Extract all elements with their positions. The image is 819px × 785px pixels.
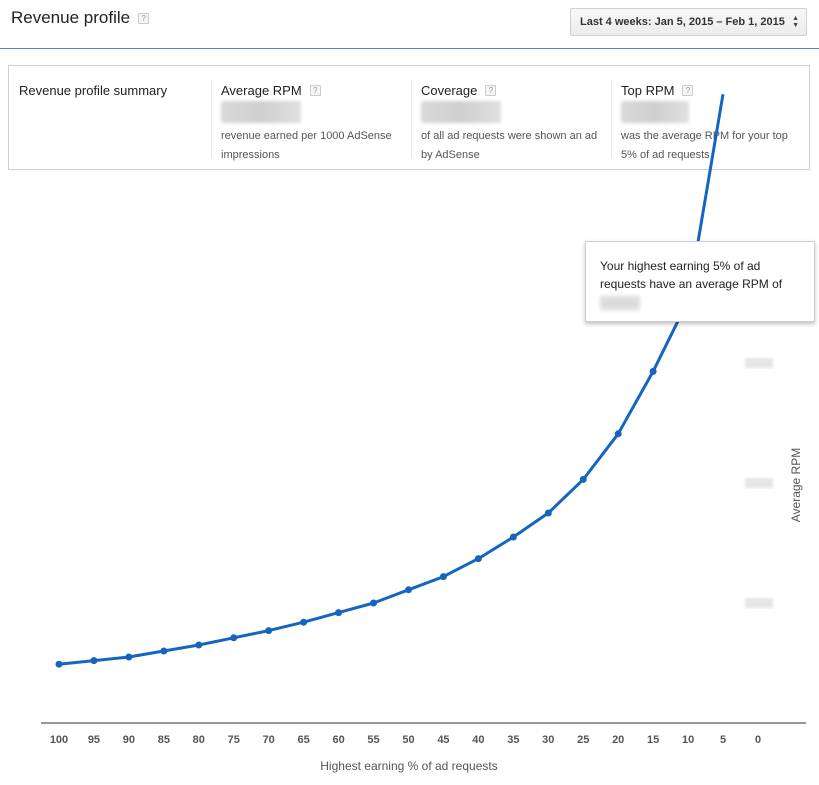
x-tick-label: 95 <box>88 734 100 746</box>
x-tick-label: 45 <box>437 734 449 746</box>
top-rpm-description: was the average RPM for your top 5% of a… <box>621 130 788 161</box>
x-tick-label: 20 <box>612 734 624 746</box>
data-point[interactable] <box>195 641 203 649</box>
series-line <box>58 93 725 666</box>
summary-label: Revenue profile summary <box>19 83 168 98</box>
summary-panel: Revenue profile summary Average RPM ? re… <box>8 65 810 170</box>
x-tick-label: 80 <box>193 734 205 746</box>
y-axis-ticks <box>745 358 773 608</box>
data-point[interactable] <box>265 627 273 635</box>
date-range-label: Last 4 weeks: Jan 5, 2015 – Feb 1, 2015 <box>580 16 785 28</box>
data-point[interactable] <box>405 586 412 594</box>
x-tick-label: 85 <box>158 734 170 746</box>
x-tick-label: 70 <box>263 734 275 746</box>
date-range-selector[interactable]: Last 4 weeks: Jan 5, 2015 – Feb 1, 2015 … <box>570 8 807 36</box>
chart-tooltip: Your highest earning 5% of ad requests h… <box>585 241 815 322</box>
help-icon[interactable]: ? <box>309 84 321 96</box>
x-tick-label: 90 <box>123 734 135 746</box>
data-point[interactable] <box>614 430 622 438</box>
x-axis-ticks: 100 95 90 85 80 75 70 65 60 55 50 45 40 35 30 25 20 15 10 5… <box>50 734 761 746</box>
average-rpm-description: revenue earned per 1000 AdSense impressi… <box>221 130 392 161</box>
x-tick-label: 15 <box>647 734 659 746</box>
data-point[interactable] <box>90 657 98 665</box>
data-point[interactable] <box>439 573 447 581</box>
y-axis-title: Average RPM <box>789 448 803 522</box>
page-title: Revenue profile ? <box>11 8 150 28</box>
data-point[interactable] <box>300 618 308 626</box>
coverage-description: of all ad requests were shown an ad by A… <box>421 130 598 161</box>
x-tick-label: 35 <box>507 734 519 746</box>
data-point[interactable] <box>370 599 378 607</box>
x-axis-title: Highest earning % of ad requests <box>320 759 497 773</box>
data-point[interactable] <box>335 609 343 617</box>
help-icon[interactable]: ? <box>138 12 150 24</box>
x-tick-label: 100 <box>50 734 68 746</box>
page-title-text: Revenue profile <box>11 8 131 27</box>
coverage-title: Coverage <box>421 82 478 98</box>
header-divider <box>0 48 819 49</box>
average-rpm-title: Average RPM <box>221 82 302 98</box>
data-point[interactable] <box>579 475 587 483</box>
x-tick-label: 65 <box>298 734 310 746</box>
tooltip-text: Your highest earning 5% of ad requests h… <box>600 259 783 291</box>
x-tick-label: 75 <box>228 734 240 746</box>
x-tick-label: 5 <box>720 734 726 746</box>
chevron-updown-icon: ▲ ▼ <box>792 15 799 29</box>
y-tick-label-redacted <box>745 598 773 608</box>
x-tick-label: 60 <box>332 734 344 746</box>
x-tick-label: 30 <box>542 734 554 746</box>
x-tick-label: 40 <box>472 734 484 746</box>
data-point[interactable] <box>649 367 657 375</box>
top-rpm-title: Top RPM <box>621 82 675 98</box>
data-point[interactable] <box>544 509 552 517</box>
summary-top-rpm: Top RPM ? was the average RPM for your t… <box>611 80 801 161</box>
data-point[interactable] <box>474 555 482 563</box>
data-point[interactable] <box>230 634 238 642</box>
y-tick-label-redacted <box>745 478 773 488</box>
summary-average-rpm: Average RPM ? revenue earned per 1000 Ad… <box>211 80 401 161</box>
x-tick-label: 0 <box>755 734 761 746</box>
summary-coverage: Coverage ? of all ad requests were shown… <box>411 80 601 161</box>
redacted-value <box>621 101 689 123</box>
data-point[interactable] <box>160 647 168 655</box>
help-icon[interactable]: ? <box>485 84 497 96</box>
redacted-value <box>600 296 640 310</box>
x-tick-label: 55 <box>367 734 379 746</box>
y-tick-label-redacted <box>745 358 773 368</box>
data-point[interactable] <box>509 533 517 541</box>
data-point[interactable] <box>125 653 133 661</box>
x-tick-label: 10 <box>682 734 694 746</box>
series-points <box>55 297 692 668</box>
redacted-value <box>421 101 501 123</box>
x-tick-label: 50 <box>402 734 414 746</box>
help-icon[interactable]: ? <box>682 84 694 96</box>
redacted-value <box>221 101 301 123</box>
data-point[interactable] <box>55 660 63 668</box>
x-tick-label: 25 <box>577 734 589 746</box>
